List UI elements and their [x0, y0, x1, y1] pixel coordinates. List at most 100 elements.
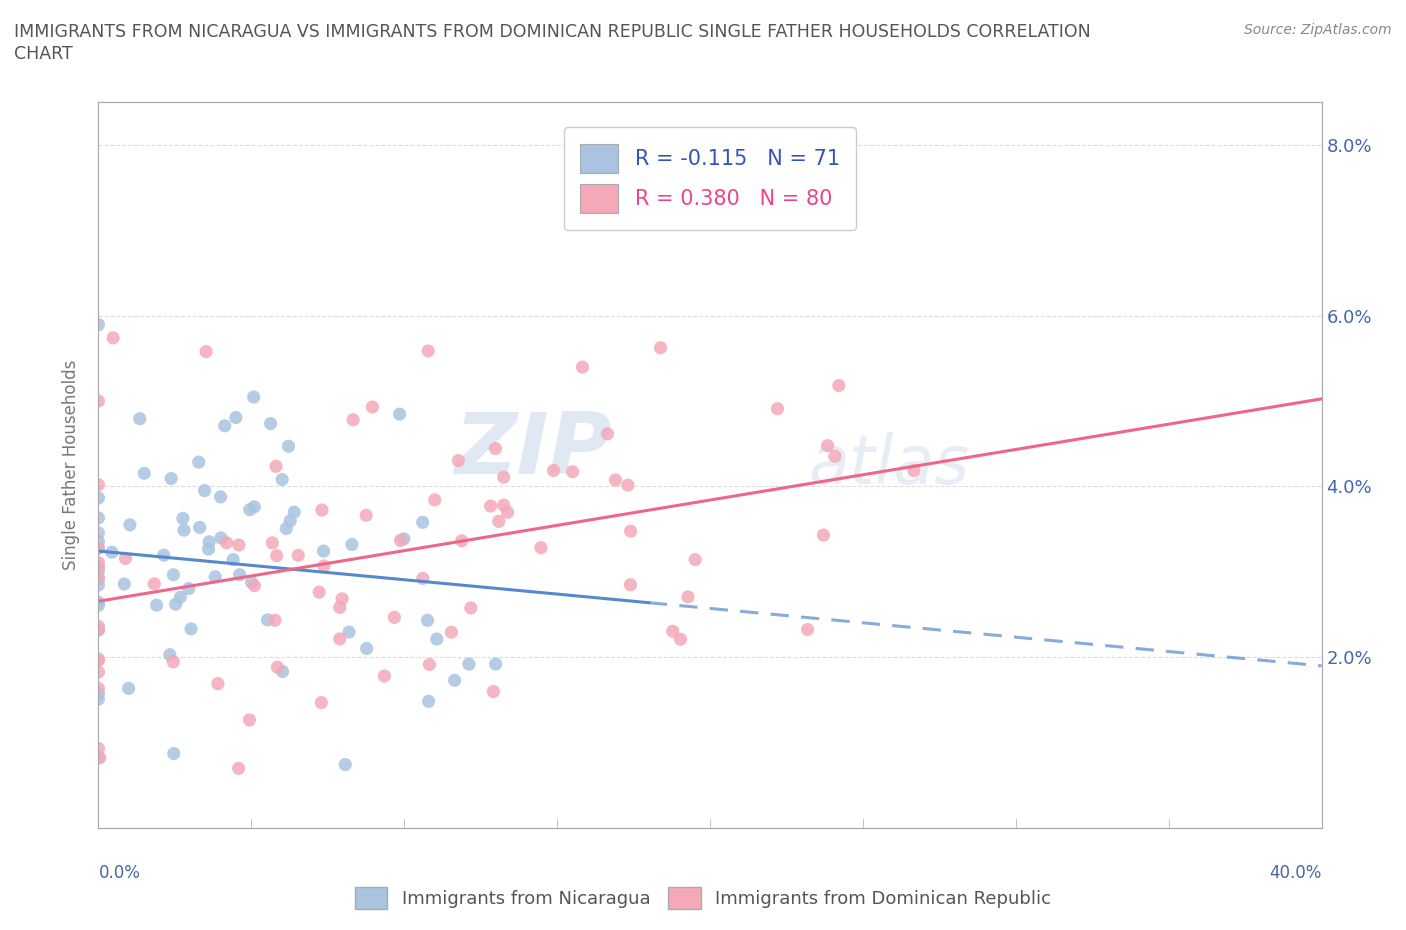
Point: [373, 669, 395, 684]
Point: [796, 622, 818, 637]
Point: [492, 498, 515, 512]
Point: [87, 623, 110, 638]
Text: 40.0%: 40.0%: [1270, 864, 1322, 882]
Point: [87, 595, 110, 610]
Point: [423, 493, 446, 508]
Point: [262, 536, 284, 551]
Point: [101, 545, 124, 560]
Point: [683, 552, 706, 567]
Point: [766, 401, 789, 416]
Point: [180, 621, 202, 636]
Text: ZIP: ZIP: [454, 409, 612, 492]
Point: [238, 712, 260, 727]
Text: Source: ZipAtlas.com: Source: ZipAtlas.com: [1244, 23, 1392, 37]
Point: [617, 478, 640, 493]
Point: [418, 694, 440, 709]
Text: IMMIGRANTS FROM NICARAGUA VS IMMIGRANTS FROM DOMINICAN REPUBLIC SINGLE FATHER HO: IMMIGRANTS FROM NICARAGUA VS IMMIGRANTS …: [14, 23, 1091, 41]
Point: [450, 534, 472, 549]
Point: [342, 412, 364, 427]
Point: [228, 538, 250, 552]
Point: [308, 585, 330, 600]
Point: [271, 472, 294, 487]
Point: [87, 570, 110, 585]
Point: [204, 569, 226, 584]
Point: [287, 548, 309, 563]
Point: [266, 548, 288, 563]
Point: [277, 439, 299, 454]
Point: [225, 410, 247, 425]
Point: [114, 551, 136, 565]
Point: [571, 360, 593, 375]
Point: [87, 525, 110, 540]
Point: [134, 466, 156, 481]
Point: [389, 533, 412, 548]
Point: [479, 498, 502, 513]
Point: [813, 527, 835, 542]
Point: [650, 340, 672, 355]
Point: [605, 472, 627, 487]
Point: [335, 757, 357, 772]
Point: [187, 455, 209, 470]
Point: [669, 631, 692, 646]
Point: [312, 544, 335, 559]
Point: [543, 463, 565, 478]
Point: [492, 470, 515, 485]
Point: [165, 597, 187, 612]
Point: [87, 692, 110, 707]
Point: [188, 520, 211, 535]
Point: [87, 317, 110, 332]
Point: [278, 513, 301, 528]
Point: [596, 426, 619, 441]
Point: [222, 552, 245, 567]
Point: [426, 631, 449, 646]
Point: [87, 681, 110, 696]
Point: [87, 540, 110, 555]
Point: [824, 449, 846, 464]
Point: [215, 536, 238, 551]
Point: [620, 524, 643, 538]
Point: [312, 559, 335, 574]
Point: [197, 542, 219, 557]
Point: [195, 344, 218, 359]
Legend: Immigrants from Nicaragua, Immigrants from Dominican Republic: Immigrants from Nicaragua, Immigrants fr…: [347, 880, 1059, 916]
Point: [271, 664, 294, 679]
Point: [243, 578, 266, 593]
Point: [418, 657, 440, 671]
Point: [311, 696, 333, 711]
Point: [276, 521, 298, 536]
Point: [172, 511, 194, 525]
Point: [87, 555, 110, 570]
Point: [460, 601, 482, 616]
Point: [177, 581, 200, 596]
Point: [496, 505, 519, 520]
Point: [443, 672, 465, 687]
Point: [228, 567, 250, 582]
Point: [160, 472, 183, 486]
Point: [447, 453, 470, 468]
Point: [482, 684, 505, 699]
Point: [283, 505, 305, 520]
Point: [87, 751, 110, 765]
Point: [388, 406, 411, 421]
Point: [152, 548, 174, 563]
Point: [128, 411, 150, 426]
Point: [392, 531, 415, 546]
Point: [214, 418, 236, 433]
Point: [243, 499, 266, 514]
Point: [340, 537, 363, 551]
Point: [903, 463, 925, 478]
Point: [112, 577, 135, 591]
Point: [412, 515, 434, 530]
Point: [87, 572, 110, 587]
Point: [87, 741, 110, 756]
Point: [356, 641, 378, 656]
Point: [619, 578, 641, 592]
Point: [207, 676, 229, 691]
Point: [159, 647, 181, 662]
Point: [416, 613, 439, 628]
Point: [242, 390, 264, 405]
Point: [143, 577, 166, 591]
Legend: R = -0.115   N = 71, R = 0.380   N = 80: R = -0.115 N = 71, R = 0.380 N = 80: [564, 127, 856, 230]
Point: [198, 534, 221, 549]
Point: [458, 657, 481, 671]
